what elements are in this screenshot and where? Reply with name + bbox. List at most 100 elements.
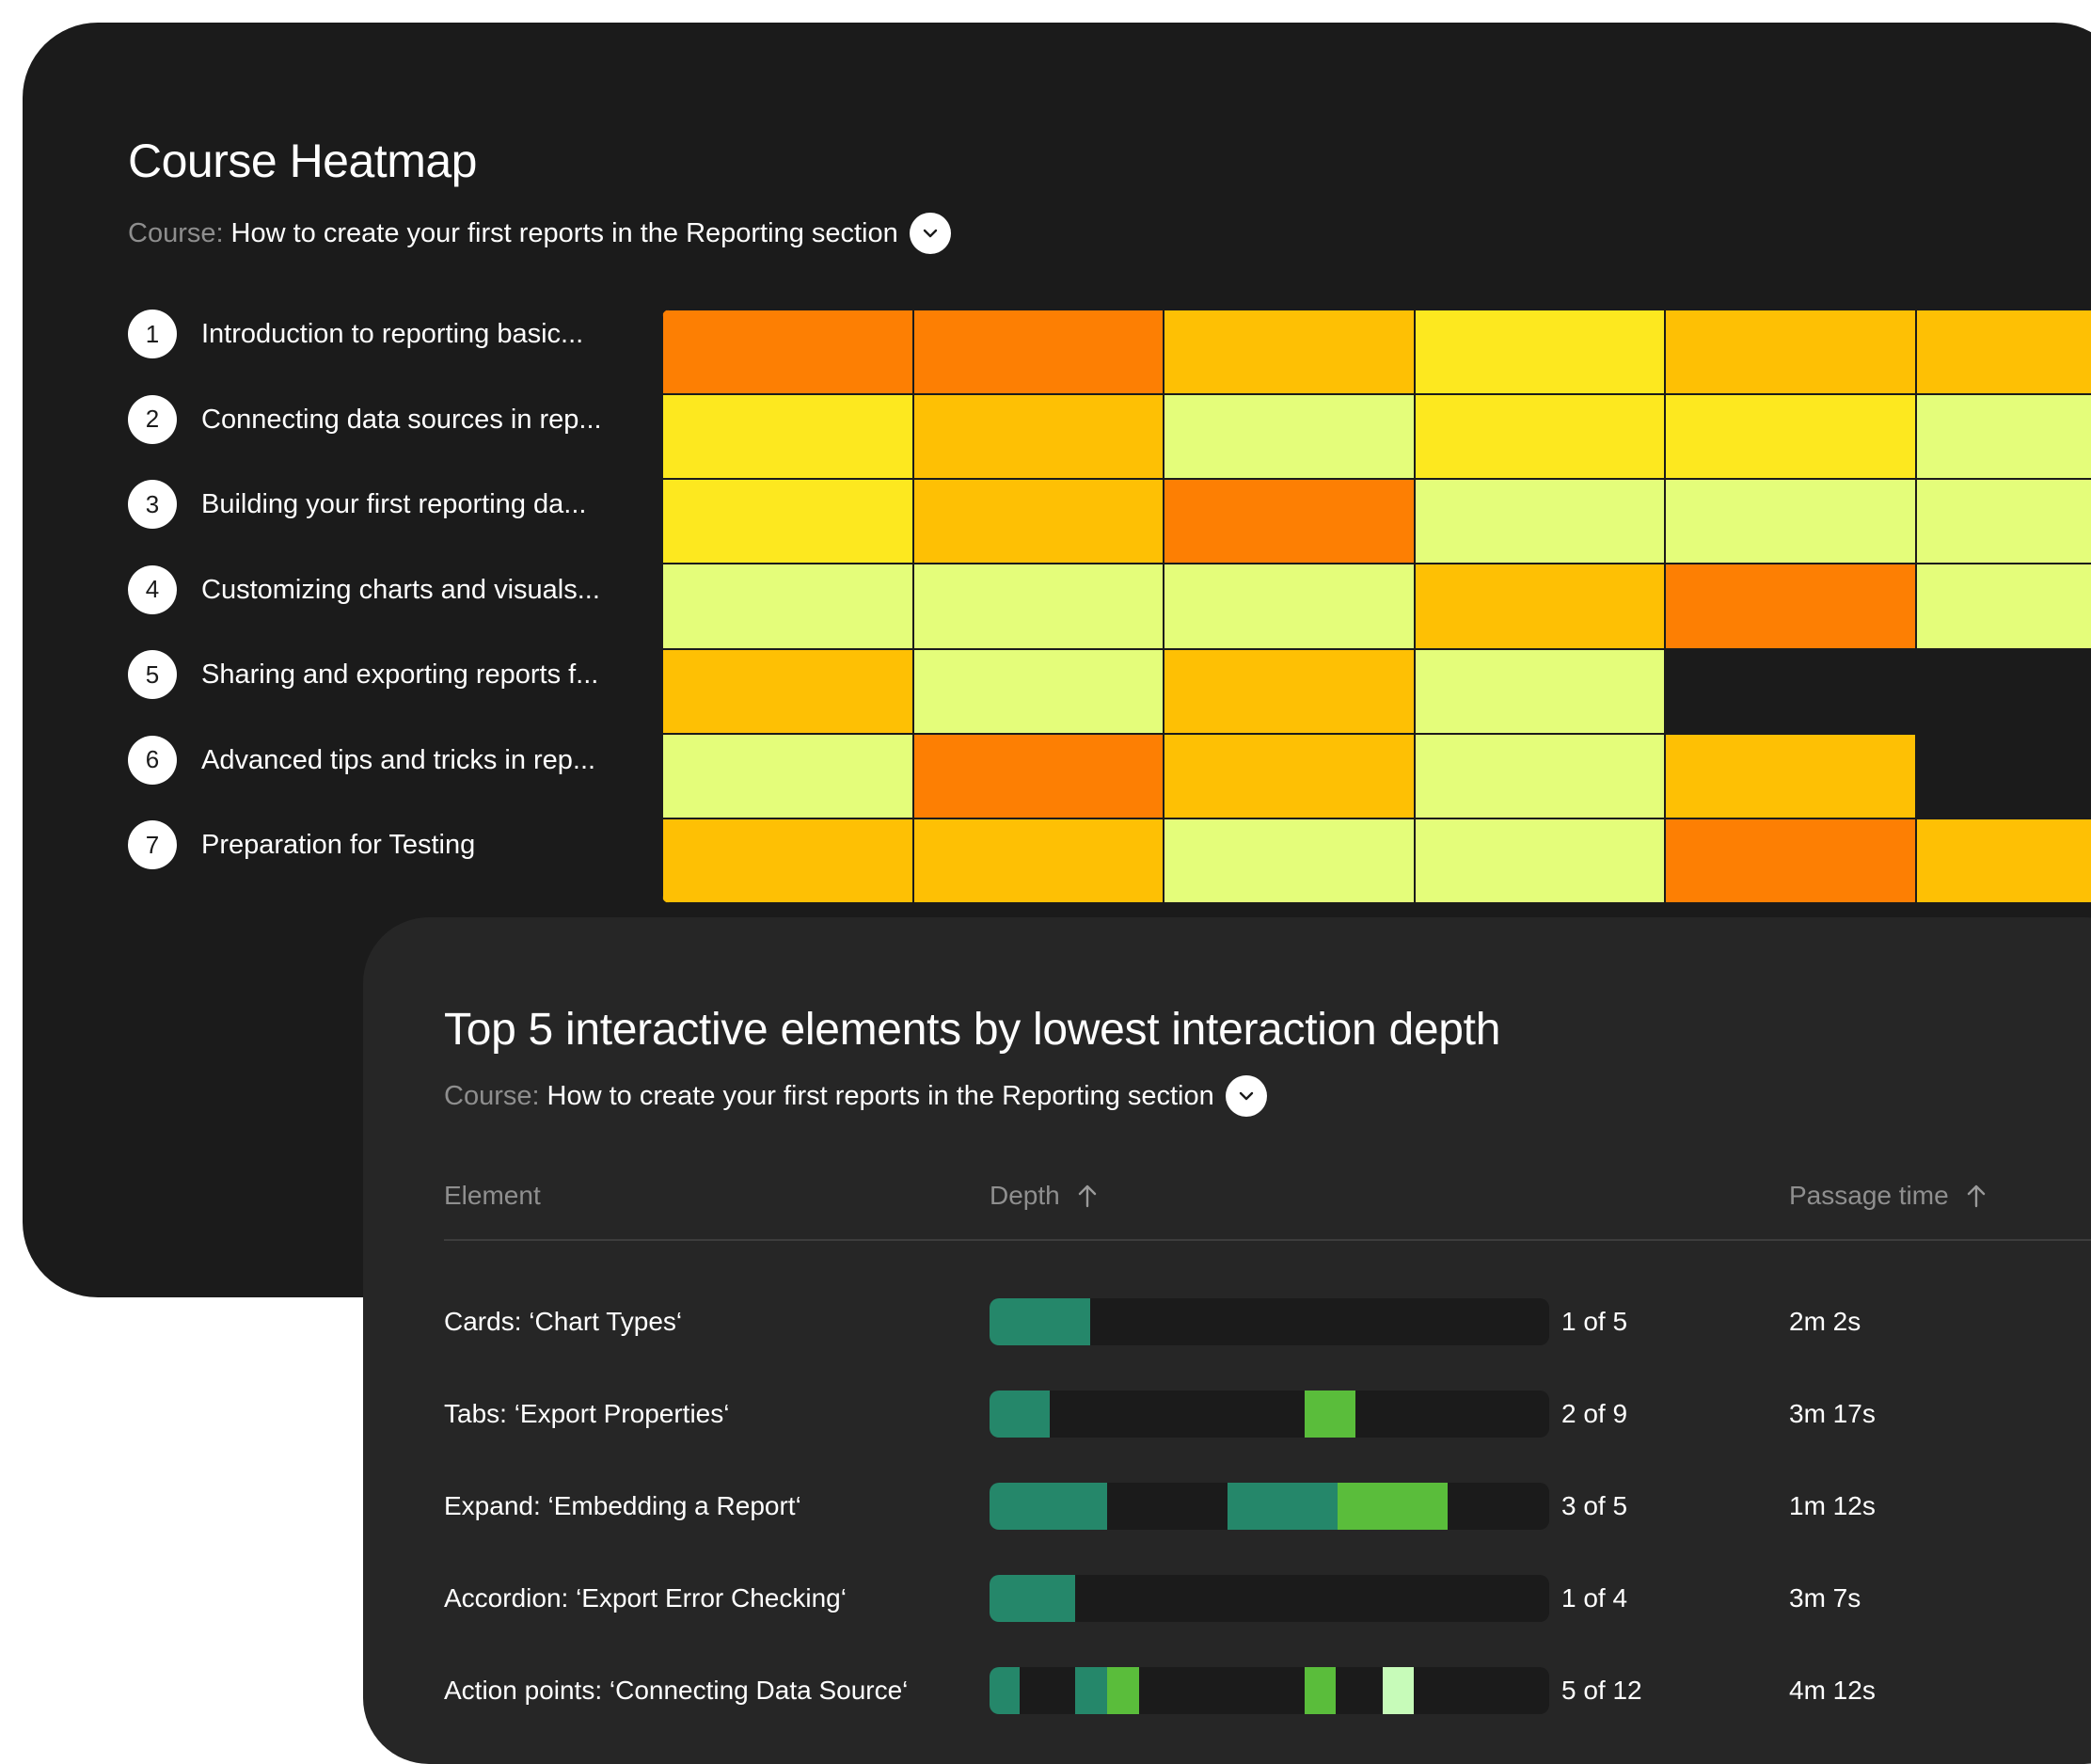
column-header-depth[interactable]: Depth: [990, 1181, 1098, 1211]
depth-value: 2 of 9: [1561, 1399, 1628, 1428]
heatmap-cell[interactable]: [662, 310, 913, 395]
chevron-down-icon[interactable]: [909, 213, 951, 254]
depth-value: 3 of 5: [1561, 1491, 1628, 1520]
lesson-label: Preparation for Testing: [201, 830, 476, 860]
column-header-label: Depth: [990, 1181, 1060, 1210]
heatmap-cell[interactable]: [1915, 479, 2091, 564]
sort-arrow-up-icon[interactable]: [1077, 1184, 1098, 1208]
heatmap-cell[interactable]: [1164, 310, 1415, 395]
heatmap-cell[interactable]: [1915, 818, 2091, 903]
course-label: Course:: [444, 1080, 540, 1111]
passage-time: 3m 7s: [1789, 1583, 1861, 1613]
heatmap-cell[interactable]: [912, 818, 1164, 903]
passage-time: 1m 12s: [1789, 1491, 1876, 1520]
element-name: Cards: ‘Chart Types‘: [444, 1307, 683, 1336]
lesson-label: Introduction to reporting basic...: [201, 319, 584, 349]
heatmap-cell[interactable]: [1665, 648, 1916, 734]
lesson-number: 3: [128, 480, 177, 529]
depth-segment: [1338, 1483, 1448, 1530]
heatmap-cell[interactable]: [662, 479, 913, 564]
lesson-label: Sharing and exporting reports f...: [201, 660, 599, 690]
heatmap-cell[interactable]: [1665, 310, 1916, 395]
depth-bar: [990, 1667, 1549, 1714]
heatmap-cell[interactable]: [1665, 479, 1916, 564]
heatmap-cell[interactable]: [1915, 648, 2091, 734]
heatmap-cell[interactable]: [1414, 310, 1666, 395]
heatmap-cell[interactable]: [1164, 479, 1415, 564]
depth-segment: [1304, 1667, 1336, 1714]
table-title: Top 5 interactive elements by lowest int…: [444, 1005, 1501, 1055]
depth-segment: [1106, 1667, 1139, 1714]
heatmap-cell[interactable]: [662, 818, 913, 903]
heatmap-cell[interactable]: [1414, 564, 1666, 649]
depth-segment: [990, 1667, 1020, 1714]
heatmap-cell[interactable]: [1665, 818, 1916, 903]
heatmap-cell[interactable]: [662, 394, 913, 480]
lesson-item[interactable]: 2 Connecting data sources in rep...: [128, 394, 602, 481]
lesson-number: 5: [128, 650, 177, 699]
lesson-label: Advanced tips and tricks in rep...: [201, 744, 596, 775]
lesson-item[interactable]: 3 Building your first reporting da...: [128, 480, 602, 565]
lesson-label: Customizing charts and visuals...: [201, 574, 600, 605]
lesson-number: 4: [128, 564, 177, 614]
lesson-item[interactable]: 6 Advanced tips and tricks in rep...: [128, 735, 602, 821]
heatmap-cell[interactable]: [1665, 564, 1916, 649]
heatmap-cell[interactable]: [912, 310, 1164, 395]
heatmap-row: [662, 648, 2091, 734]
lesson-item[interactable]: 1 Introduction to reporting basic...: [128, 310, 602, 395]
table-row[interactable]: Expand: ‘Embedding a Report‘ 3 of 5 1m 1…: [363, 1478, 2091, 1534]
heatmap-cell[interactable]: [1164, 648, 1415, 734]
heatmap-cell[interactable]: [662, 648, 913, 734]
element-name: Action points: ‘Connecting Data Source‘: [444, 1676, 909, 1705]
heatmap-cell[interactable]: [1414, 394, 1666, 480]
heatmap-cell[interactable]: [912, 648, 1164, 734]
lesson-number: 6: [128, 735, 177, 785]
heatmap-cell[interactable]: [1915, 394, 2091, 480]
heatmap-cell[interactable]: [1414, 818, 1666, 903]
depth-value: 1 of 5: [1561, 1307, 1628, 1336]
heatmap-cell[interactable]: [912, 564, 1164, 649]
heatmap-cell[interactable]: [662, 564, 913, 649]
heatmap-cell[interactable]: [1665, 733, 1916, 818]
heatmap-cell[interactable]: [912, 733, 1164, 818]
heatmap-cell[interactable]: [1915, 310, 2091, 395]
lesson-number: 7: [128, 820, 177, 869]
table-row[interactable]: Accordion: ‘Export Error Checking‘ 1 of …: [363, 1570, 2091, 1627]
table-row[interactable]: Action points: ‘Connecting Data Source‘ …: [363, 1662, 2091, 1719]
sort-arrow-up-icon[interactable]: [1966, 1184, 1987, 1208]
lesson-item[interactable]: 4 Customizing charts and visuals...: [128, 564, 602, 651]
column-header-element: Element: [444, 1181, 541, 1211]
interaction-depth-card: Top 5 interactive elements by lowest int…: [363, 917, 2091, 1764]
depth-bar: [990, 1483, 1549, 1530]
course-heatmap-card: Course Heatmap Course: How to create you…: [23, 23, 2091, 1297]
heatmap-cell[interactable]: [1414, 648, 1666, 734]
table-row[interactable]: Tabs: ‘Export Properties‘ 2 of 9 3m 17s: [363, 1386, 2091, 1442]
heatmap-cell[interactable]: [1164, 564, 1415, 649]
heatmap-cell[interactable]: [1665, 394, 1916, 480]
depth-segment: [1304, 1391, 1356, 1438]
heatmap-cell[interactable]: [1414, 733, 1666, 818]
heatmap-course-selector: Course: How to create your first reports…: [128, 213, 951, 254]
passage-time: 3m 17s: [1789, 1399, 1876, 1428]
heatmap-cell[interactable]: [1164, 733, 1415, 818]
heatmap-cell[interactable]: [1164, 394, 1415, 480]
heatmap-row: [662, 733, 2091, 818]
element-name: Accordion: ‘Export Error Checking‘: [444, 1583, 847, 1613]
heatmap-cell[interactable]: [912, 394, 1164, 480]
element-name: Expand: ‘Embedding a Report‘: [444, 1491, 801, 1520]
heatmap-cell[interactable]: [1164, 818, 1415, 903]
depth-segment: [1383, 1667, 1414, 1714]
heatmap-cell[interactable]: [662, 733, 913, 818]
lesson-item[interactable]: 7 Preparation for Testing: [128, 820, 602, 906]
heatmap-cell[interactable]: [912, 479, 1164, 564]
heatmap-cell[interactable]: [1414, 479, 1666, 564]
course-value: How to create your first reports in the …: [230, 217, 898, 248]
lesson-label: Connecting data sources in rep...: [201, 404, 602, 435]
table-row[interactable]: Cards: ‘Chart Types‘ 1 of 5 2m 2s: [363, 1294, 2091, 1350]
chevron-down-icon[interactable]: [1225, 1075, 1267, 1117]
lesson-item[interactable]: 5 Sharing and exporting reports f...: [128, 650, 602, 736]
column-header-passage-time[interactable]: Passage time: [1789, 1181, 1987, 1211]
heatmap-cell[interactable]: [1915, 564, 2091, 649]
heatmap-cell[interactable]: [1915, 733, 2091, 818]
depth-value: 5 of 12: [1561, 1676, 1642, 1705]
